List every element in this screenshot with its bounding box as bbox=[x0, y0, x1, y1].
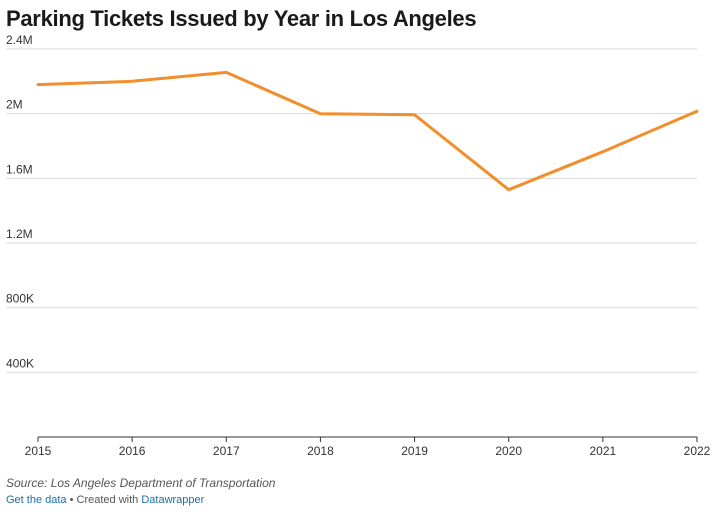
x-tick-label-3: 2018 bbox=[307, 444, 334, 458]
footer: Get the data • Created with Datawrapper bbox=[6, 494, 204, 506]
x-tick-label-2: 2017 bbox=[213, 444, 240, 458]
y-tick-label-1: 800K bbox=[6, 292, 34, 306]
x-tick-label-0: 2015 bbox=[25, 444, 52, 458]
y-tick-label-3: 1.6M bbox=[6, 162, 33, 176]
footer-separator: • Created with bbox=[66, 494, 142, 506]
x-tick-label-7: 2022 bbox=[684, 444, 711, 458]
x-axis-ticks: 2015 2016 2017 2018 2019 2020 2021 2022 bbox=[25, 437, 711, 458]
datawrapper-link[interactable]: Datawrapper bbox=[141, 494, 205, 506]
get-the-data-link[interactable]: Get the data bbox=[6, 494, 67, 506]
y-tick-label-0: 400K bbox=[6, 356, 34, 370]
source-note: Source: Los Angeles Department of Transp… bbox=[6, 476, 276, 490]
x-tick-label-4: 2019 bbox=[401, 444, 428, 458]
y-tick-label-2: 1.2M bbox=[6, 227, 33, 241]
x-tick-label-1: 2016 bbox=[119, 444, 146, 458]
y-tick-label-4: 2M bbox=[6, 98, 23, 112]
gridlines bbox=[6, 48, 697, 373]
y-axis-tick-labels: 400K 800K 1.2M 1.6M 2M 2.4M bbox=[6, 33, 34, 370]
series-line-parking-tickets bbox=[36, 70, 699, 192]
y-tick-label-5: 2.4M bbox=[6, 33, 33, 47]
x-tick-label-5: 2020 bbox=[495, 444, 522, 458]
x-tick-label-6: 2021 bbox=[590, 444, 617, 458]
chart-title: Parking Tickets Issued by Year in Los An… bbox=[6, 6, 477, 31]
